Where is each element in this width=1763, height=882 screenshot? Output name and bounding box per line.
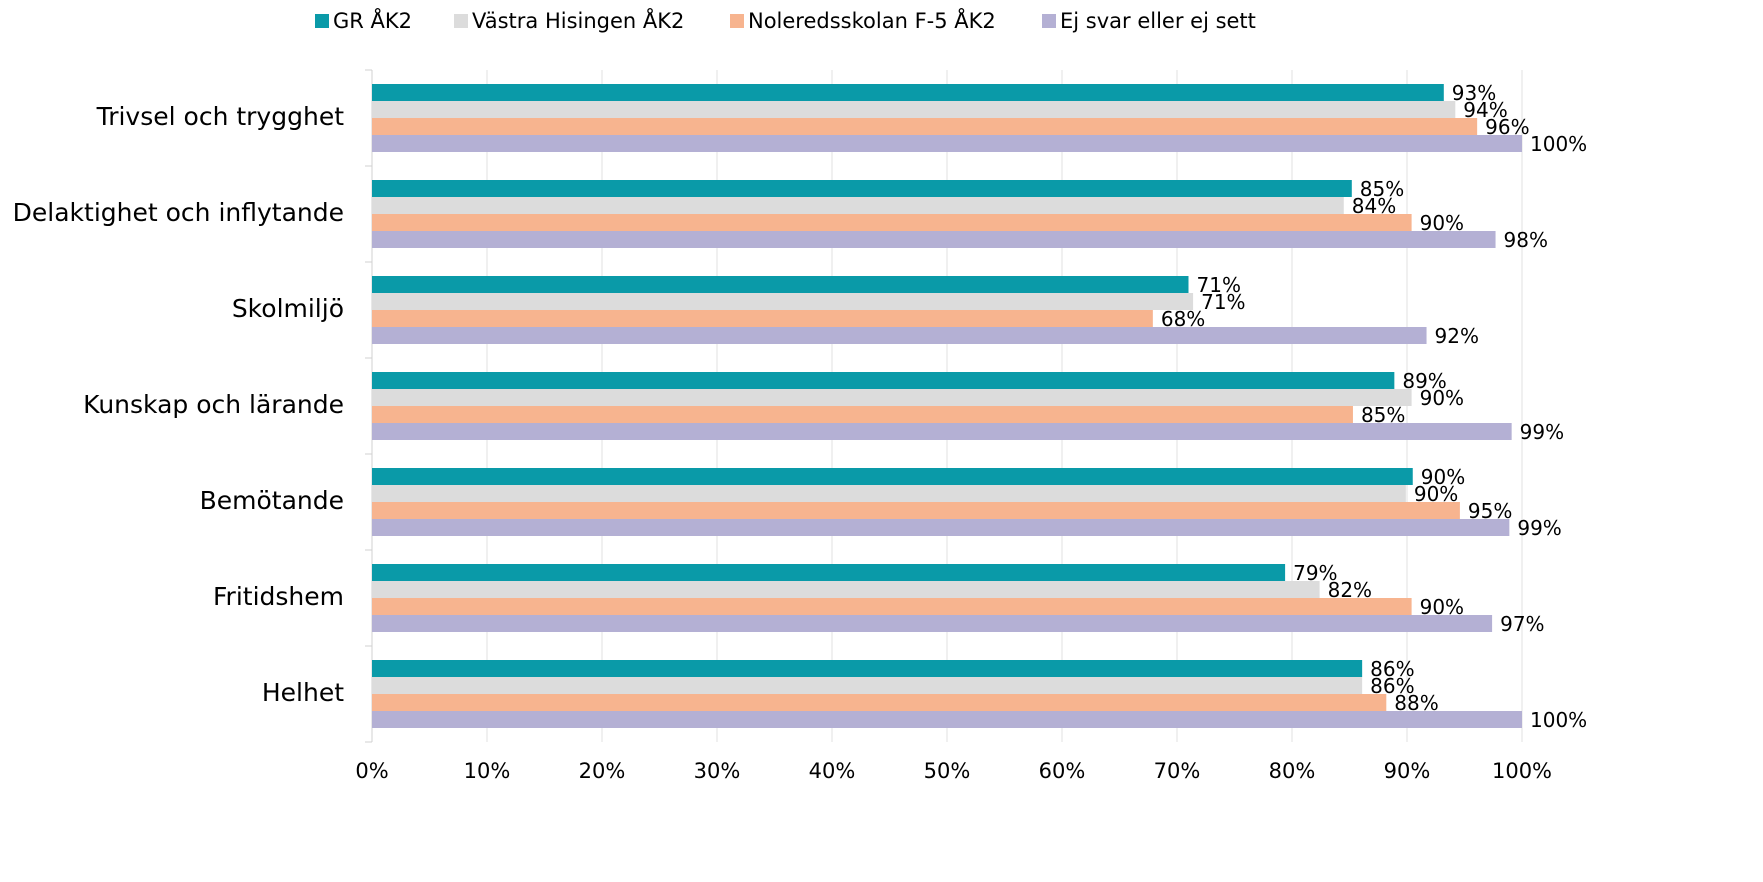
legend-swatch	[454, 14, 468, 28]
x-tick-label: 100%	[1492, 759, 1552, 783]
bar	[372, 327, 1427, 344]
data-label: 97%	[1500, 612, 1544, 636]
x-tick-label: 40%	[809, 759, 856, 783]
legend-label: Noleredsskolan F-5 ÅK2	[748, 7, 996, 33]
bar	[372, 180, 1352, 197]
bar	[372, 310, 1153, 327]
x-tick-label: 0%	[355, 759, 388, 783]
bar	[372, 293, 1194, 310]
data-label: 90%	[1421, 465, 1465, 489]
x-tick-label: 70%	[1154, 759, 1201, 783]
data-label: 85%	[1360, 177, 1404, 201]
y-tick-label: Trivsel och trygghet	[96, 102, 345, 131]
data-label: 71%	[1197, 273, 1241, 297]
bar	[372, 118, 1478, 135]
bar	[372, 389, 1412, 406]
x-tick-label: 50%	[924, 759, 971, 783]
bar	[372, 135, 1522, 152]
legend-swatch	[1042, 14, 1056, 28]
legend-swatch	[315, 14, 329, 28]
x-tick-label: 80%	[1269, 759, 1316, 783]
data-label: 98%	[1504, 228, 1548, 252]
data-label: 92%	[1435, 324, 1479, 348]
bar	[372, 231, 1496, 248]
bar	[372, 581, 1320, 598]
bar	[372, 101, 1456, 118]
y-tick-label: Skolmiljö	[232, 294, 344, 323]
bar	[372, 711, 1522, 728]
data-label: 100%	[1530, 132, 1587, 156]
y-tick-label: Bemötande	[200, 486, 344, 515]
x-tick-label: 60%	[1039, 759, 1086, 783]
data-label: 99%	[1517, 516, 1561, 540]
x-tick-label: 10%	[464, 759, 511, 783]
legend-swatch	[730, 14, 744, 28]
bar	[372, 598, 1412, 615]
bar	[372, 564, 1286, 581]
bar	[372, 423, 1512, 440]
bar	[372, 677, 1363, 694]
bar	[372, 468, 1413, 485]
bar	[372, 372, 1395, 389]
y-tick-label: Fritidshem	[213, 582, 344, 611]
bar	[372, 660, 1363, 677]
bar	[372, 406, 1353, 423]
x-tick-label: 30%	[694, 759, 741, 783]
bar	[372, 84, 1444, 101]
bar	[372, 197, 1344, 214]
data-label: 93%	[1452, 81, 1496, 105]
data-label: 71%	[1201, 290, 1245, 314]
x-tick-label: 20%	[579, 759, 626, 783]
bar	[372, 502, 1460, 519]
y-tick-label: Delaktighet och inflytande	[13, 198, 344, 227]
legend-label: Ej svar eller ej sett	[1060, 9, 1256, 33]
bar	[372, 615, 1493, 632]
data-label: 100%	[1530, 708, 1587, 732]
bar	[372, 276, 1189, 293]
bar	[372, 694, 1387, 711]
y-tick-label: Helhet	[262, 678, 344, 707]
y-tick-label: Kunskap och lärande	[83, 390, 344, 419]
data-label: 99%	[1520, 420, 1564, 444]
bar	[372, 214, 1412, 231]
data-label: 90%	[1420, 386, 1464, 410]
bar	[372, 485, 1406, 502]
data-label: 86%	[1370, 657, 1414, 681]
legend-label: Västra Hisingen ÅK2	[472, 7, 684, 33]
bar	[372, 519, 1510, 536]
x-tick-label: 90%	[1384, 759, 1431, 783]
legend-label: GR ÅK2	[333, 7, 412, 33]
